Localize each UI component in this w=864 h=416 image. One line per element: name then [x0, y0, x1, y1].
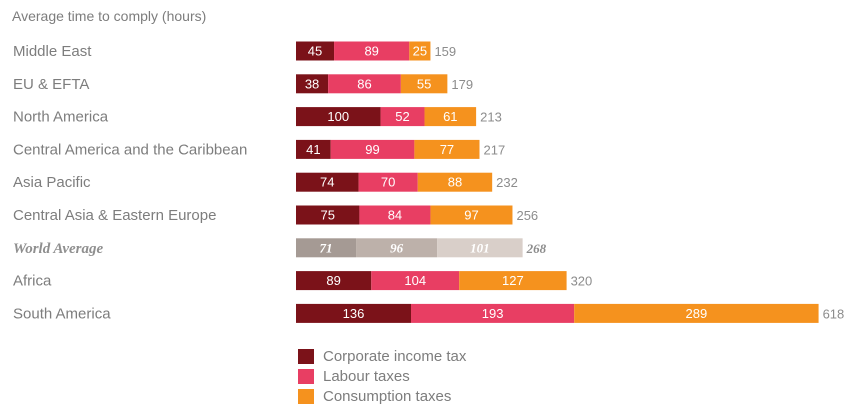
- data-label-central-america-and-the-caribbean-corporate-income-tax: 41: [306, 142, 320, 157]
- legend-swatch-corporate-income-tax: [298, 348, 314, 364]
- bar-world-average-consumption-taxes: [437, 238, 523, 258]
- bar-south-america-corporate-income-tax: [296, 303, 412, 323]
- category-label-middle-east: Middle East: [13, 43, 92, 60]
- legend-swatch-labour-taxes: [298, 368, 314, 384]
- bar-south-america-labour-taxes: [411, 303, 575, 323]
- legend-label-labour-taxes: Labour taxes: [323, 367, 410, 385]
- data-label-north-america-labour-taxes: 52: [395, 109, 409, 124]
- data-label-middle-east-consumption-taxes: 25: [413, 44, 427, 59]
- legend-item-labour-taxes: Labour taxes: [298, 366, 466, 386]
- data-label-south-america-consumption-taxes: 289: [686, 306, 708, 321]
- bar-asia-pacific-corporate-income-tax: [296, 172, 359, 192]
- data-label-africa-corporate-income-tax: 89: [326, 273, 340, 288]
- bar-middle-east-corporate-income-tax: [296, 41, 335, 61]
- total-label-central-asia-eastern-europe: 256: [516, 208, 538, 223]
- bar-asia-pacific-labour-taxes: [358, 172, 418, 192]
- bar-central-america-and-the-caribbean-consumption-taxes: [414, 139, 480, 159]
- bar-central-asia-eastern-europe-consumption-taxes: [430, 205, 513, 225]
- data-label-world-average-labour-taxes: 96: [390, 240, 404, 255]
- data-label-asia-pacific-consumption-taxes: 88: [448, 175, 462, 190]
- bar-middle-east-consumption-taxes: [409, 41, 431, 61]
- bar-world-average-corporate-income-tax: [296, 238, 357, 258]
- bar-central-america-and-the-caribbean-corporate-income-tax: [296, 139, 331, 159]
- category-label-asia-pacific: Asia Pacific: [13, 174, 91, 191]
- bar-north-america-labour-taxes: [380, 107, 425, 127]
- bar-eu-efta-corporate-income-tax: [296, 74, 329, 94]
- bar-world-average-labour-taxes: [356, 238, 438, 258]
- chart-title: Average time to comply (hours): [12, 8, 207, 24]
- category-label-south-america: South America: [13, 305, 111, 322]
- category-label-africa: Africa: [13, 273, 52, 290]
- legend-label-corporate-income-tax: Corporate income tax: [323, 347, 467, 365]
- bar-middle-east-labour-taxes: [334, 41, 410, 61]
- data-label-central-asia-eastern-europe-labour-taxes: 84: [388, 208, 402, 223]
- category-label-eu-efta: EU & EFTA: [13, 76, 89, 93]
- data-label-asia-pacific-labour-taxes: 70: [381, 175, 395, 190]
- data-label-middle-east-labour-taxes: 89: [364, 44, 378, 59]
- bar-north-america-consumption-taxes: [424, 107, 477, 127]
- data-label-eu-efta-labour-taxes: 86: [357, 76, 371, 91]
- total-label-middle-east: 159: [434, 44, 456, 59]
- data-label-south-america-corporate-income-tax: 136: [343, 306, 365, 321]
- legend-swatch-consumption-taxes: [298, 388, 314, 404]
- data-label-africa-consumption-taxes: 127: [502, 273, 524, 288]
- bar-africa-corporate-income-tax: [296, 271, 372, 291]
- total-label-africa: 320: [571, 274, 593, 289]
- total-label-south-america: 618: [823, 306, 845, 321]
- category-label-central-asia-eastern-europe: Central Asia & Eastern Europe: [13, 207, 216, 224]
- bar-south-america-consumption-taxes: [574, 303, 819, 323]
- data-label-south-america-labour-taxes: 193: [482, 306, 504, 321]
- total-label-central-america-and-the-caribbean: 217: [483, 142, 505, 157]
- data-label-eu-efta-corporate-income-tax: 38: [305, 76, 319, 91]
- category-label-north-america: North America: [13, 109, 109, 126]
- data-label-africa-labour-taxes: 104: [404, 273, 426, 288]
- data-label-asia-pacific-corporate-income-tax: 74: [320, 175, 334, 190]
- bar-north-america-corporate-income-tax: [296, 107, 381, 127]
- total-label-world-average: 268: [526, 241, 547, 256]
- legend: Corporate income tax Labour taxes Consum…: [298, 346, 466, 406]
- data-label-north-america-corporate-income-tax: 100: [327, 109, 349, 124]
- data-label-central-asia-eastern-europe-corporate-income-tax: 75: [320, 208, 334, 223]
- data-label-north-america-consumption-taxes: 61: [443, 109, 457, 124]
- total-label-eu-efta: 179: [451, 77, 473, 92]
- category-label-world-average: World Average: [13, 241, 103, 257]
- bar-central-america-and-the-caribbean-labour-taxes: [330, 139, 415, 159]
- data-label-eu-efta-consumption-taxes: 55: [417, 76, 431, 91]
- total-label-asia-pacific: 232: [496, 175, 518, 190]
- bar-asia-pacific-consumption-taxes: [417, 172, 493, 192]
- total-label-north-america: 213: [480, 110, 502, 125]
- data-label-central-america-and-the-caribbean-labour-taxes: 99: [365, 142, 379, 157]
- data-label-central-asia-eastern-europe-consumption-taxes: 97: [464, 208, 478, 223]
- data-label-middle-east-corporate-income-tax: 45: [308, 44, 322, 59]
- data-label-central-america-and-the-caribbean-consumption-taxes: 77: [440, 142, 454, 157]
- category-label-central-america-and-the-caribbean: Central America and the Caribbean: [13, 141, 247, 158]
- bar-central-asia-eastern-europe-labour-taxes: [359, 205, 431, 225]
- bar-eu-efta-consumption-taxes: [400, 74, 448, 94]
- legend-item-corporate-income-tax: Corporate income tax: [298, 346, 466, 366]
- bar-eu-efta-labour-taxes: [328, 74, 401, 94]
- data-label-world-average-consumption-taxes: 101: [470, 240, 490, 255]
- bar-central-asia-eastern-europe-corporate-income-tax: [296, 205, 360, 225]
- legend-item-consumption-taxes: Consumption taxes: [298, 386, 466, 406]
- bar-africa-labour-taxes: [371, 271, 460, 291]
- data-label-world-average-corporate-income-tax: 71: [320, 240, 333, 255]
- bar-africa-consumption-taxes: [459, 271, 567, 291]
- legend-label-consumption-taxes: Consumption taxes: [323, 387, 452, 405]
